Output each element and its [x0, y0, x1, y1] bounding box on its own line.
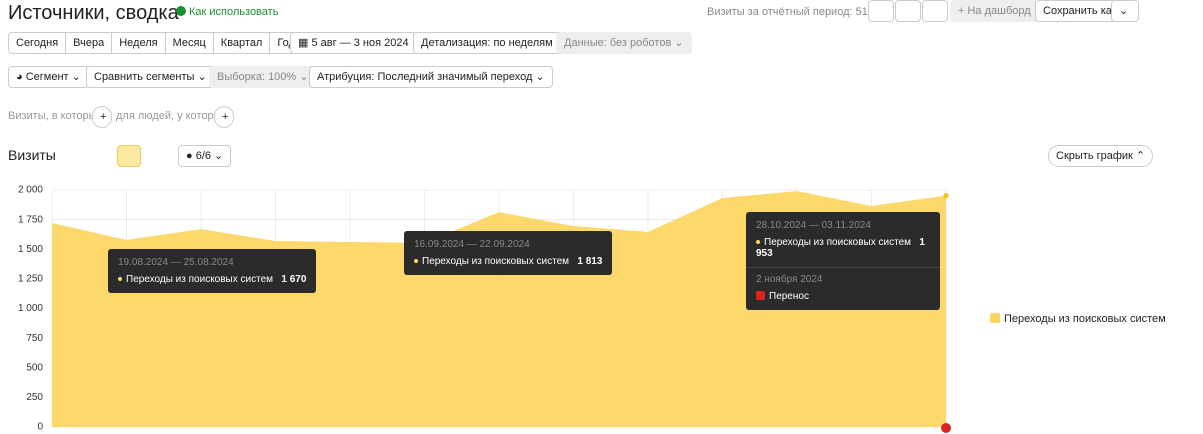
note-marker — [941, 423, 951, 433]
tooltip-series: Переходы из поисковых систем — [422, 256, 570, 267]
page-title: Источники, сводка — [8, 2, 179, 24]
condition-label: для людей, у которых — [116, 110, 227, 122]
hide-chart[interactable]: Скрыть график ⌃ — [1048, 145, 1154, 167]
tooltip-note: Перенос — [769, 291, 809, 302]
counter-text: 6/6 — [195, 150, 211, 162]
help-link[interactable]: Как использовать — [176, 6, 278, 18]
period[interactable]: Вчера — [66, 33, 113, 53]
y-tick-label: 0 — [37, 422, 43, 433]
segment-text: Сегмент — [25, 71, 69, 83]
add-condition[interactable]: + — [92, 106, 112, 128]
chart-title: Визиты — [8, 147, 56, 163]
legend[interactable]: Переходы из поисковых систем — [990, 313, 1166, 325]
compare-text: Сравнить сегменты — [94, 71, 195, 83]
save-text: Сохранить как — [1043, 5, 1117, 17]
period[interactable]: Сегодня — [9, 33, 67, 53]
y-tick-label: 750 — [26, 333, 43, 344]
date-text: 5 авг — 3 ноя 2024 — [311, 37, 409, 49]
tooltip-series: Переходы из поисковых систем — [764, 237, 912, 248]
period[interactable]: Квартал — [214, 33, 271, 53]
y-tick-label: 1 500 — [18, 244, 43, 255]
last-point — [943, 193, 949, 199]
tooltip-value: 1 953 — [756, 237, 925, 259]
compare-button[interactable]: Сравнить сегменты ⌄ — [86, 66, 215, 88]
y-tick-label: 250 — [26, 392, 43, 403]
tooltip: 28.10.2024 — 03.11.2024 Переходы из поиск… — [746, 212, 940, 310]
period[interactable]: Месяц — [166, 33, 214, 53]
attribution-text: Атрибуция: Последний значимый переход — [317, 71, 533, 83]
detail-text: Детализация: по неделям — [421, 37, 553, 49]
add-condition[interactable]: + — [214, 106, 234, 128]
segment-button[interactable]: ◕ Сегмент ⌄ — [8, 66, 89, 88]
tooltip-period: 28.10.2024 — 03.11.2024 — [756, 220, 871, 231]
tooltip-period: 16.09.2024 — 22.09.2024 — [414, 239, 530, 250]
tooltip: 16.09.2024 — 22.09.2024 Переходы из поиск… — [404, 231, 613, 275]
hide-text: Скрыть график — [1056, 150, 1133, 162]
save-button[interactable]: Сохранить как — [1035, 0, 1125, 22]
sample-select[interactable]: Выборка: 100% ⌄ — [209, 66, 317, 88]
data-select[interactable]: Данные: без роботов ⌄ — [556, 32, 692, 54]
save-menu[interactable]: ⌄ — [1111, 0, 1139, 22]
period[interactable]: Неделя — [112, 33, 166, 53]
tooltip-series: Переходы из поисковых систем — [126, 274, 274, 285]
y-tick-label: 500 — [26, 362, 43, 373]
tooltip: 19.08.2024 — 25.08.2024 Переходы из поиск… — [108, 249, 317, 293]
tooltip-note-date: 2 ноября 2024 — [756, 274, 823, 285]
legend-text: Переходы из поисковых систем — [1004, 313, 1166, 325]
attribution-select[interactable]: Атрибуция: Последний значимый переход ⌄ — [309, 66, 553, 88]
y-tick-label: 1 000 — [18, 303, 43, 314]
tooltip-period: 19.08.2024 — 25.08.2024 — [118, 257, 234, 268]
condition-label: Визиты, в которых — [8, 110, 102, 122]
detail-select[interactable]: Детализация: по неделям ⌄ — [413, 32, 573, 54]
history-button[interactable] — [868, 0, 894, 22]
data-text: Данные: без роботов — [564, 37, 672, 49]
export-button[interactable] — [895, 0, 921, 22]
y-tick-label: 1 250 — [18, 274, 43, 285]
date-range[interactable]: ▦ 5 авг — 3 ноя 2024 — [290, 32, 417, 54]
tooltip-value: 1 813 — [577, 256, 603, 267]
help-text: Как использовать — [189, 6, 279, 18]
settings-button[interactable] — [922, 0, 948, 22]
chart-type-area[interactable] — [117, 145, 141, 167]
tooltip-value: 1 670 — [281, 274, 307, 285]
sample-text: Выборка: 100% — [217, 71, 297, 83]
dashboard-text: На дашборд — [967, 5, 1031, 17]
y-tick-label: 2 000 — [18, 185, 43, 196]
period-group: Сегодня Вчера Неделя Месяц Квартал Год — [8, 32, 303, 54]
visits-info: Визиты за отчётный период: 51 465 — [707, 6, 890, 18]
y-tick-label: 1 750 — [18, 214, 43, 225]
series-counter[interactable]: ● 6/6 ⌄ — [178, 145, 232, 167]
